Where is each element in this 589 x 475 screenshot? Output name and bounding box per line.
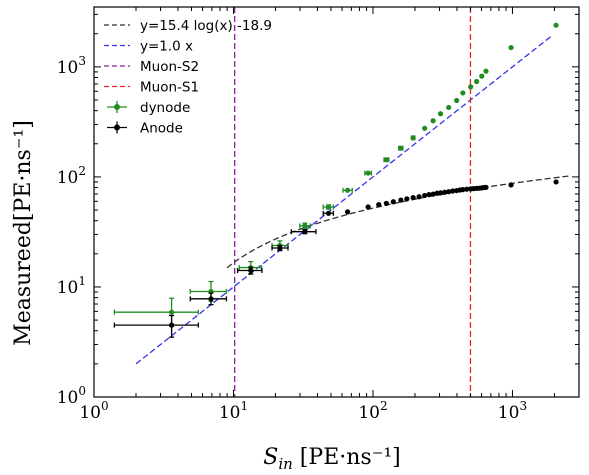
legend-label-y-15-4-log-x-18-9: y=15.4 log(x) -18.9	[140, 18, 272, 34]
anode-point-14	[416, 194, 422, 200]
dynode-point-7	[365, 170, 371, 176]
plot-area-background	[94, 7, 579, 397]
x-tick-label-base: 10	[498, 403, 520, 423]
x-tick-label-1: 100	[79, 399, 108, 423]
anode-point-9	[383, 200, 389, 206]
anode-point-8	[376, 202, 382, 208]
dynode-point-22	[553, 22, 559, 28]
anode-point-16	[426, 192, 432, 198]
x-axis-label-main: S	[263, 445, 278, 470]
series-dynode	[113, 22, 559, 327]
y-tick-label-base: 10	[57, 168, 79, 188]
y-tick-label-exp: 2	[78, 164, 86, 178]
anode-point-7	[365, 204, 371, 210]
y-tick-label-exp: 3	[78, 54, 86, 68]
legend-label-y-1-0-x: y=1.0 x	[140, 39, 193, 55]
anode-point-3	[277, 245, 283, 251]
anode-point-22	[450, 188, 456, 194]
dynode-point-19	[479, 73, 485, 79]
x-axis-label: Sin [PE·ns⁻¹]	[263, 445, 400, 473]
anode-point-33	[483, 184, 489, 190]
y-tick-label-base: 10	[57, 278, 79, 298]
anode-point-5	[325, 210, 332, 216]
y-tick-label-base: 10	[57, 388, 79, 408]
dynode-point-14	[446, 104, 452, 111]
line-y-1-0-x	[135, 35, 552, 365]
legend-label-muon-s2: Muon-S2	[140, 59, 199, 75]
dynode-point-0	[168, 309, 175, 315]
legend-label-anode: Anode	[140, 121, 183, 137]
anode-point-2	[248, 267, 254, 274]
dynode-point-11	[422, 125, 428, 131]
anode-point-26	[464, 186, 470, 192]
dynode-point-10	[410, 135, 416, 141]
dynode-point-6	[345, 187, 351, 193]
anode-point-25	[460, 187, 466, 193]
dynode-point-18	[473, 78, 480, 85]
y-axis-label: Measureed[PE·ns⁻¹]	[11, 120, 36, 346]
anode-point-21	[446, 189, 452, 195]
anode-point-0	[168, 322, 175, 328]
y-tick-label-exp: 1	[78, 274, 86, 288]
plot-background	[94, 7, 579, 397]
x-tick-label-exp: 0	[101, 399, 109, 413]
x-tick-label-base: 10	[219, 403, 241, 423]
x-tick-label-100: 102	[358, 399, 387, 423]
dynode-point-16	[460, 90, 466, 96]
anode-point-10	[390, 199, 396, 205]
anode-point-35	[553, 179, 559, 185]
dynode-point-15	[454, 97, 460, 104]
y-tick-label-10: 101	[57, 274, 86, 298]
anode-point-4	[302, 229, 308, 235]
y-tick-label-1000: 103	[57, 54, 86, 78]
reference-lines	[135, 7, 571, 397]
dynode-point-5	[325, 204, 332, 210]
y-tick-label-base: 10	[57, 58, 79, 78]
x-tick-label-base: 10	[79, 403, 101, 423]
dynode-point-4	[302, 223, 308, 229]
anode-point-19	[437, 190, 444, 196]
y-tick-label-exp: 0	[78, 384, 86, 398]
axes-frame	[93, 6, 580, 398]
x-axis-label-sub: in	[278, 455, 292, 473]
dynode-point-20	[483, 68, 489, 74]
legend: y=15.4 log(x) -18.9 y=1.0 x Muon-S2 Muon-S1…	[104, 18, 272, 137]
x-tick-label-1000: 103	[498, 399, 527, 423]
line-y-15-4-log-x-18-9	[226, 175, 571, 269]
dynode-point-17	[468, 84, 474, 90]
dynode-point-12	[430, 118, 436, 124]
data-series	[113, 22, 559, 338]
anode-point-12	[404, 196, 410, 202]
dynode-point-9	[398, 145, 404, 151]
anode-point-1	[208, 296, 214, 302]
legend-swatch-dynode	[114, 104, 120, 110]
x-tick-label-base: 10	[358, 403, 380, 423]
anode-point-11	[398, 197, 404, 203]
x-axis-label-unit: [PE·ns⁻¹]	[293, 445, 401, 470]
dynode-point-8	[383, 157, 389, 163]
anode-point-13	[410, 194, 416, 201]
x-tick-label-exp: 2	[380, 399, 388, 413]
y-tick-label-100: 102	[57, 164, 86, 188]
anode-point-20	[442, 189, 448, 195]
anode-point-34	[508, 182, 514, 188]
x-tick-label-exp: 1	[240, 399, 248, 413]
x-tick-label-exp: 3	[519, 399, 527, 413]
x-tick-label-10: 101	[219, 399, 248, 423]
legend-swatch-anode	[114, 124, 120, 131]
dynode-point-21	[508, 44, 514, 51]
series-anode	[113, 179, 559, 338]
anode-point-6	[345, 209, 351, 215]
y-tick-label-1: 100	[57, 384, 86, 408]
legend-label-muon-s1: Muon-S1	[140, 80, 199, 96]
anode-point-15	[422, 192, 428, 199]
dynode-point-13	[437, 111, 444, 117]
legend-label-dynode: dynode	[140, 100, 190, 116]
anode-point-17	[430, 191, 436, 197]
